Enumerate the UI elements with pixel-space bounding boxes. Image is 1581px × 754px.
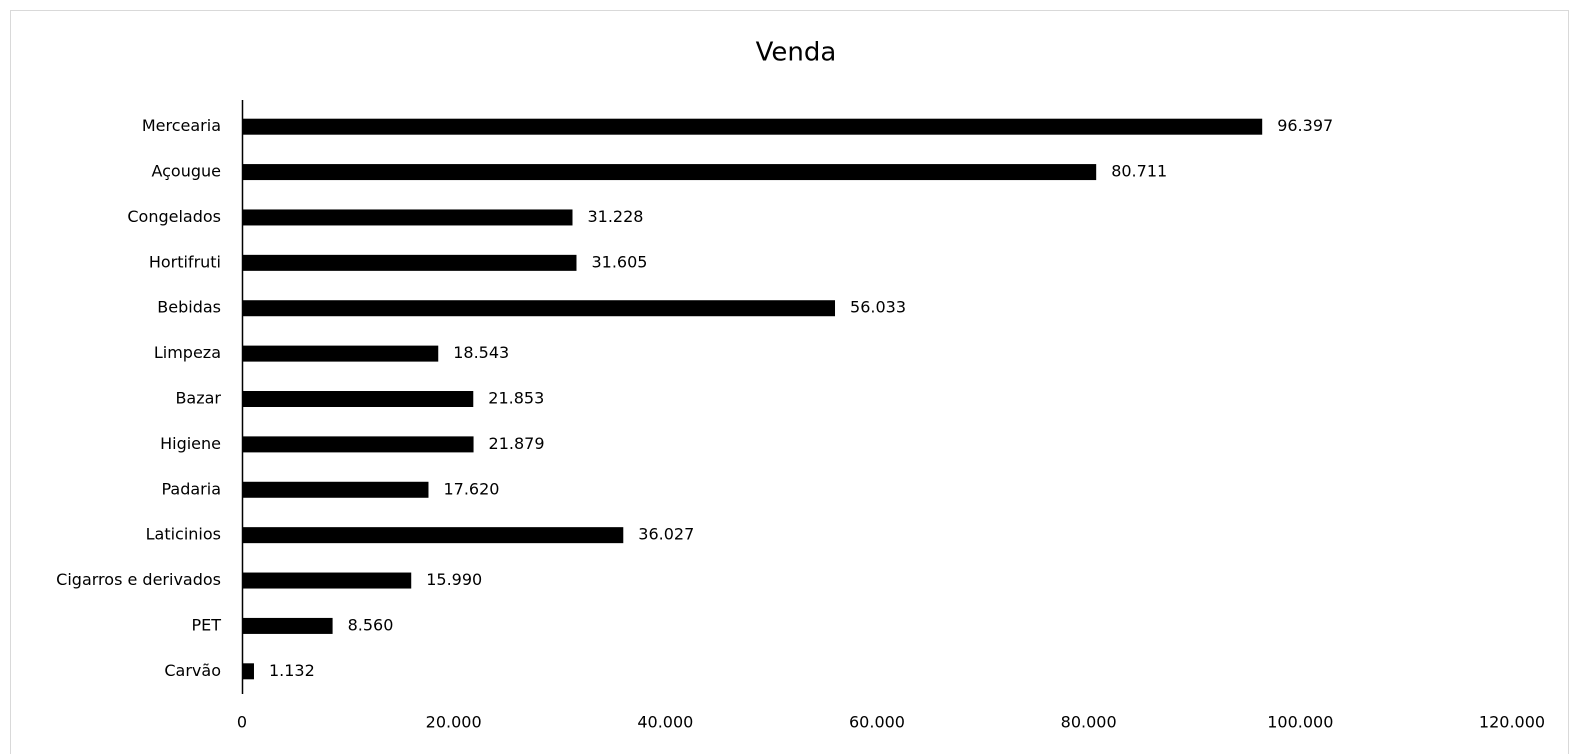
- value-label: 18.543: [453, 343, 509, 362]
- bar: [242, 572, 412, 589]
- y-tick-label: Congelados: [127, 207, 221, 226]
- y-tick-label: Mercearia: [142, 116, 221, 135]
- value-label: 31.605: [591, 252, 647, 271]
- value-label: 17.620: [443, 479, 499, 498]
- value-label: 31.228: [587, 207, 643, 226]
- bar: [242, 209, 573, 226]
- x-tick-label: 20.000: [426, 713, 482, 732]
- bar: [242, 300, 836, 317]
- x-tick-label: 120.000: [1479, 713, 1545, 732]
- bar: [242, 118, 1263, 135]
- bar: [242, 436, 474, 453]
- y-tick-label: Açougue: [151, 162, 221, 181]
- x-tick-label: 100.000: [1267, 713, 1333, 732]
- value-label: 96.397: [1277, 116, 1333, 135]
- y-tick-label: Bebidas: [157, 298, 221, 317]
- value-label: 80.711: [1111, 162, 1167, 181]
- x-tick-label: 80.000: [1061, 713, 1117, 732]
- value-label: 15.990: [426, 570, 482, 589]
- x-tick-label: 60.000: [849, 713, 905, 732]
- value-label: 56.033: [850, 298, 906, 317]
- bar: [242, 254, 577, 271]
- bar: [242, 345, 439, 362]
- value-label: 1.132: [269, 661, 315, 680]
- y-tick-label: PET: [191, 615, 221, 634]
- bar: [242, 164, 1097, 181]
- y-tick-label: Bazar: [175, 389, 221, 408]
- value-label: 8.560: [348, 615, 394, 634]
- y-tick-label: Carvão: [164, 661, 221, 680]
- y-tick-label: Higiene: [160, 434, 221, 453]
- value-label: 36.027: [638, 525, 694, 544]
- value-label: 21.879: [489, 434, 545, 453]
- bar: [242, 527, 624, 544]
- chart-title: Venda: [756, 38, 837, 68]
- x-tick-label: 40.000: [637, 713, 693, 732]
- y-tick-label: Limpeza: [154, 343, 221, 362]
- bar: [242, 617, 333, 634]
- value-label: 21.853: [488, 389, 544, 408]
- y-tick-label: Laticinios: [146, 525, 221, 544]
- x-tick-label: 0: [237, 713, 247, 732]
- y-tick-label: Cigarros e derivados: [56, 570, 221, 589]
- chart-border: [10, 10, 1569, 754]
- y-tick-label: Hortifruti: [149, 252, 221, 271]
- bar: [242, 391, 474, 407]
- bar: [242, 663, 254, 680]
- bar: [242, 481, 429, 498]
- y-tick-label: Padaria: [161, 479, 221, 498]
